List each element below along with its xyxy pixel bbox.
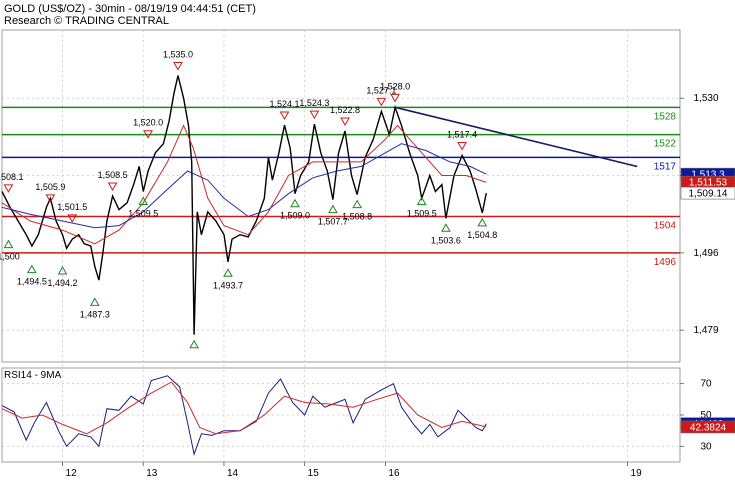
x-tick-label: 14 (227, 468, 239, 479)
chart-subtitle: Research © TRADING CENTRAL (4, 15, 169, 27)
peak-marker (143, 130, 153, 139)
x-tick-label: 12 (66, 468, 78, 479)
trough-label: 1,494.5 (17, 277, 47, 287)
trough-label: 1,509.5 (128, 208, 158, 218)
peak-marker (340, 117, 350, 126)
peak-marker (376, 97, 387, 107)
level-label: 1517 (654, 161, 677, 172)
x-tick-label: 19 (631, 468, 643, 479)
chart-title: GOLD (US$/OZ) - 30min - 08/19/19 04:44:5… (4, 3, 256, 15)
series-ma-fast (1, 124, 487, 245)
peak-label: 1,508.5 (98, 170, 128, 180)
price-value-label: 1,511.53 (689, 178, 728, 189)
trough-label: 1,509.0 (280, 211, 310, 221)
peak-marker (3, 184, 14, 193)
level-label: 1504 (654, 220, 677, 231)
trough-label: 1,494.2 (48, 278, 78, 288)
trough-label: 1,487.3 (80, 309, 110, 319)
rsi-tick-label: 70 (700, 379, 712, 390)
trough-marker (27, 264, 37, 274)
trendline (394, 106, 638, 168)
peak-label: 1,517.4 (447, 130, 477, 140)
rsi-tick-label: 30 (700, 441, 712, 452)
trough-marker (441, 223, 451, 232)
price-panel-frame (1, 29, 681, 363)
rsi-series-rsi (1, 375, 487, 457)
price-value-label: 1,513.3 (691, 170, 725, 181)
peak-label: 1,520.0 (133, 118, 163, 128)
peak-label: 1,528.0 (380, 81, 410, 91)
trough-label: 1,500 (0, 252, 20, 262)
y-tick-label: 1,479 (693, 325, 718, 336)
peak-marker (279, 111, 290, 121)
trough-marker (189, 339, 199, 349)
peak-label: 1,527.1 (366, 85, 396, 95)
trough-marker (57, 266, 68, 275)
y-tick-label: 1,496 (693, 248, 718, 259)
peak-marker (457, 142, 467, 151)
trough-label: 1,507.7 (318, 217, 348, 227)
peak-label: 1,508.1 (0, 172, 23, 182)
peak-label: 1,522.8 (330, 105, 360, 115)
x-tick-label: 15 (308, 468, 320, 479)
peak-marker (67, 214, 78, 223)
level-label: 1496 (654, 257, 677, 268)
trough-marker (352, 199, 363, 209)
peak-marker (107, 182, 118, 192)
rsi-tick-label: 50 (700, 410, 712, 421)
indicator-title: RSI14 - 9MA (4, 370, 62, 381)
trough-marker (3, 239, 14, 249)
peak-marker (390, 93, 400, 103)
trough-marker (290, 198, 300, 208)
trough-marker (328, 204, 338, 214)
x-tick-label: 16 (388, 468, 400, 479)
trough-label: 1,493.7 (213, 280, 243, 290)
rsi-series-ma (1, 381, 487, 435)
peak-label: 1,535.0 (163, 49, 193, 59)
peak-label: 1,524.1 (269, 99, 299, 109)
peak-marker (173, 61, 183, 71)
trough-marker (223, 268, 233, 277)
peak-label: 1,505.9 (35, 182, 65, 192)
level-label: 1528 (654, 111, 677, 122)
peak-marker (309, 110, 320, 120)
rsi-value-label: 42.3824 (690, 422, 727, 433)
series-price (1, 75, 487, 335)
series-ma-slow (1, 143, 487, 229)
peak-label: 1,501.5 (57, 202, 87, 212)
price-value-label: 1,509.14 (689, 189, 728, 200)
trough-label: 1,508.8 (342, 212, 372, 222)
trough-marker (89, 297, 100, 306)
trough-label: 1,509.5 (407, 208, 437, 218)
peak-marker (45, 194, 56, 203)
trough-marker (477, 217, 488, 227)
trough-marker (416, 196, 427, 205)
rsi-value-box (680, 420, 735, 434)
y-tick-label: 1,530 (693, 93, 718, 104)
trough-marker (138, 196, 149, 205)
price-value-box (680, 186, 735, 200)
x-tick-label: 13 (146, 468, 158, 479)
trough-label: 1,503.6 (431, 235, 461, 245)
peak-label: 1,524.3 (299, 98, 329, 108)
level-label: 1522 (654, 139, 677, 150)
trough-label: 1,504.8 (467, 230, 497, 240)
